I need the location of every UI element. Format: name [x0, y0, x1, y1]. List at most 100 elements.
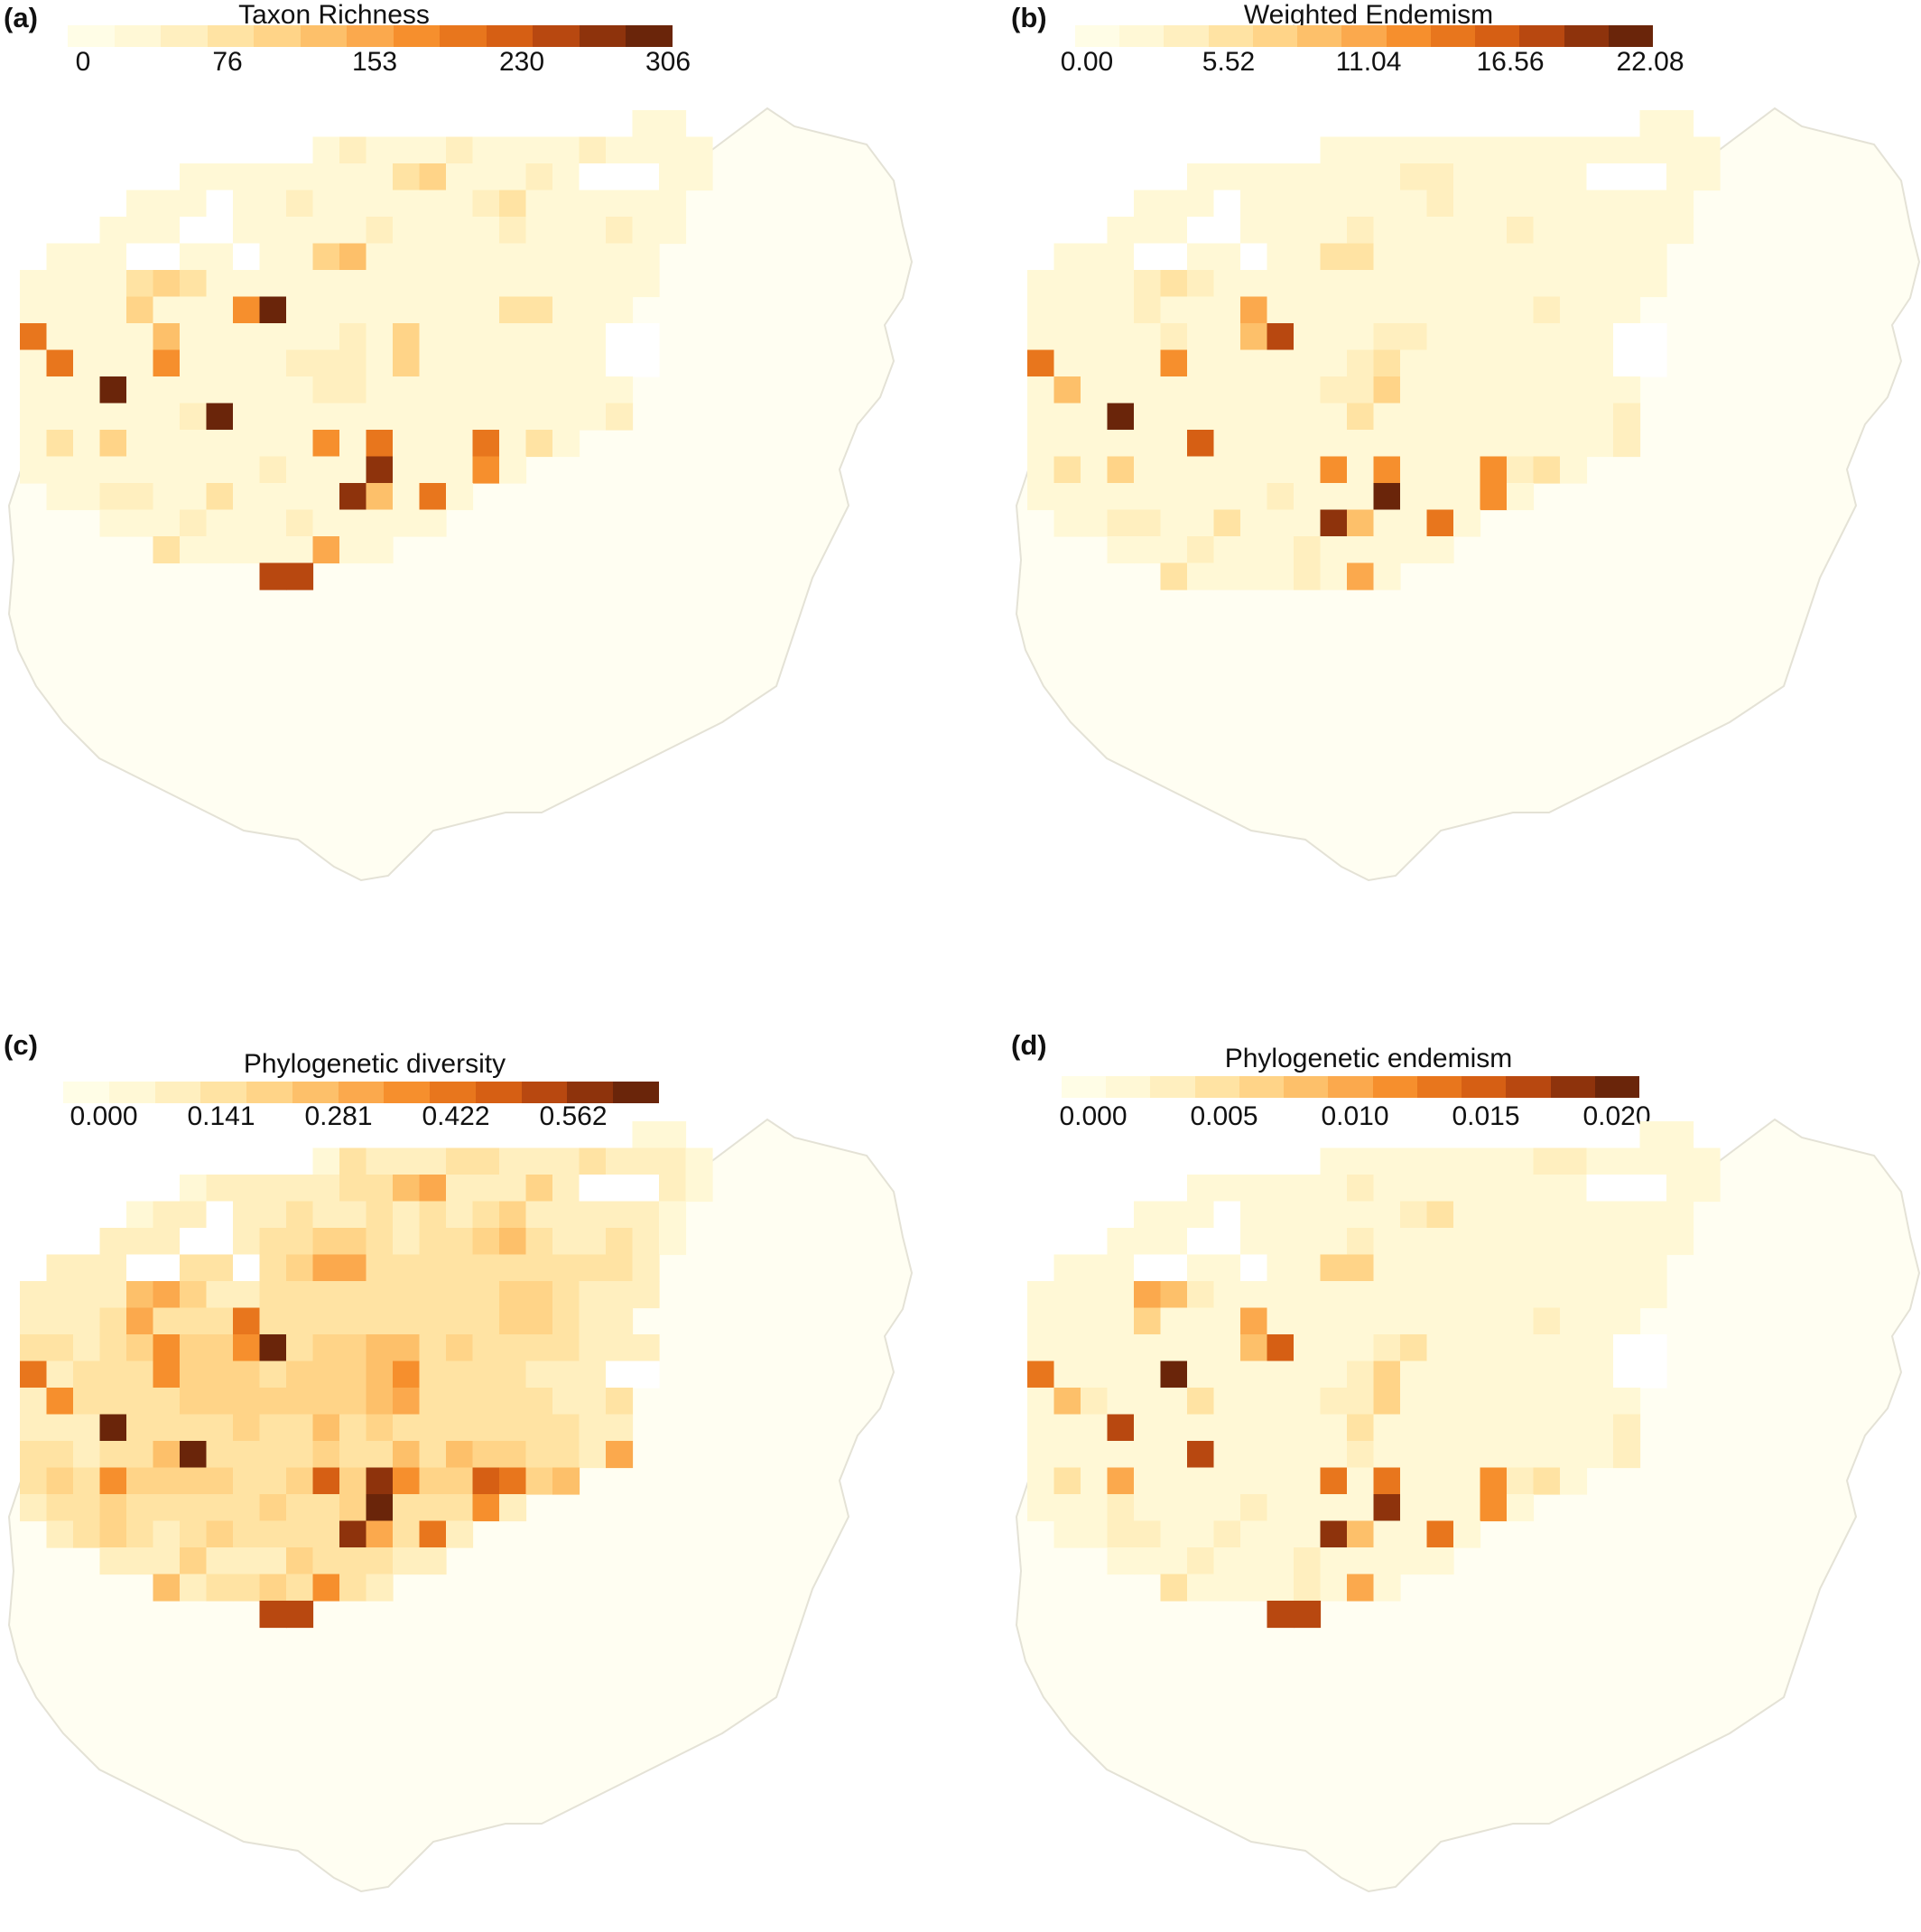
grid-cell	[1347, 562, 1375, 590]
legend-color-swatch	[1550, 1076, 1595, 1098]
grid-cell	[73, 483, 101, 511]
grid-cell	[1400, 349, 1428, 377]
grid-cell	[606, 1201, 634, 1229]
grid-cell	[499, 1228, 527, 1256]
grid-cell	[1400, 1201, 1428, 1229]
grid-cell	[233, 1175, 261, 1203]
grid-cell	[1347, 270, 1375, 298]
grid-cell	[1267, 1601, 1295, 1629]
grid-cell	[73, 1520, 101, 1548]
grid-cell	[606, 1228, 634, 1256]
grid-cell	[206, 1175, 234, 1203]
grid-cell	[1533, 1307, 1561, 1335]
grid-cell	[206, 1467, 234, 1495]
grid-cell	[1320, 1494, 1348, 1522]
legend-tick: 22.08	[1616, 47, 1684, 77]
grid-cell	[126, 1494, 154, 1522]
grid-cell	[1480, 243, 1508, 271]
grid-cell	[1453, 136, 1481, 164]
grid-cell	[419, 1281, 447, 1309]
grid-cell	[126, 270, 154, 298]
grid-cell	[1027, 1307, 1055, 1335]
grid-cell	[339, 1520, 367, 1548]
grid-cell	[46, 270, 74, 298]
grid-cell	[1081, 1254, 1109, 1282]
grid-cell	[1213, 270, 1241, 298]
grid-cell	[46, 1388, 74, 1416]
grid-cell	[99, 1334, 127, 1362]
grid-cell	[312, 456, 340, 484]
grid-cell	[153, 430, 181, 458]
grid-cell	[1320, 1361, 1348, 1389]
grid-cell	[1426, 1147, 1454, 1175]
grid-cell	[366, 1334, 394, 1362]
grid-cell	[339, 1441, 367, 1469]
grid-cell	[1213, 1334, 1241, 1362]
grid-cell	[1507, 1201, 1535, 1229]
grid-cell	[1373, 1254, 1401, 1282]
grid-cell	[1586, 323, 1614, 351]
grid-cell	[46, 296, 74, 324]
grid-cell	[1160, 1547, 1188, 1575]
grid-cell	[1533, 456, 1561, 484]
grid-cell	[1560, 1414, 1588, 1442]
grid-cell	[1027, 1388, 1055, 1416]
grid-cell	[259, 376, 287, 404]
legend-tick: 0.015	[1452, 1101, 1520, 1131]
grid-cell	[1081, 1388, 1109, 1416]
grid-cell	[286, 1388, 314, 1416]
grid-cell	[1480, 376, 1508, 404]
grid-cell	[579, 349, 607, 377]
grid-cell	[180, 1520, 208, 1548]
grid-cell	[1267, 562, 1295, 590]
grid-cell	[1187, 1175, 1215, 1203]
grid-cell	[472, 1175, 500, 1203]
grid-cell	[525, 217, 553, 245]
grid-cell	[1267, 190, 1295, 218]
grid-cell	[286, 1520, 314, 1548]
grid-cell	[1426, 509, 1454, 537]
grid-cell	[1480, 1228, 1508, 1256]
grid-cell	[1400, 1228, 1428, 1256]
grid-cell	[312, 1334, 340, 1362]
map-grid	[1015, 107, 1921, 882]
grid-cell	[1586, 1254, 1614, 1282]
grid-cell	[180, 349, 208, 377]
grid-cell	[1187, 1547, 1215, 1575]
grid-cell	[1240, 1361, 1268, 1389]
grid-cell-empty	[1586, 163, 1614, 191]
grid-cell	[1107, 1494, 1135, 1522]
grid-cell	[1081, 430, 1109, 458]
grid-cell	[1160, 509, 1188, 537]
grid-cell	[419, 456, 447, 484]
grid-cell	[419, 1361, 447, 1389]
grid-cell	[233, 1494, 261, 1522]
grid-cell	[1347, 243, 1375, 271]
grid-cell	[1426, 1441, 1454, 1469]
grid-cell	[339, 1361, 367, 1389]
grid-cell	[419, 243, 447, 271]
grid-cell	[393, 1201, 421, 1229]
grid-cell	[20, 323, 48, 351]
legend-color-swatch	[161, 25, 208, 47]
grid-cell	[393, 163, 421, 191]
map-grid	[7, 107, 914, 882]
grid-cell	[1053, 1281, 1081, 1309]
grid-cell	[606, 1281, 634, 1309]
grid-cell	[1613, 243, 1641, 271]
grid-cell	[286, 1441, 314, 1469]
grid-cell	[1426, 163, 1454, 191]
grid-cell	[99, 1307, 127, 1335]
grid-cell	[1507, 136, 1535, 164]
grid-cell	[126, 190, 154, 218]
grid-cell	[1187, 1574, 1215, 1602]
grid-cell	[1107, 1281, 1135, 1309]
grid-cell	[366, 1574, 394, 1602]
grid-cell	[1267, 1494, 1295, 1522]
grid-cell	[1294, 1175, 1322, 1203]
grid-cell	[366, 323, 394, 351]
grid-cell	[1453, 1281, 1481, 1309]
grid-cell	[126, 1467, 154, 1495]
grid-cell	[1480, 1494, 1508, 1522]
grid-cell-empty	[606, 323, 634, 351]
